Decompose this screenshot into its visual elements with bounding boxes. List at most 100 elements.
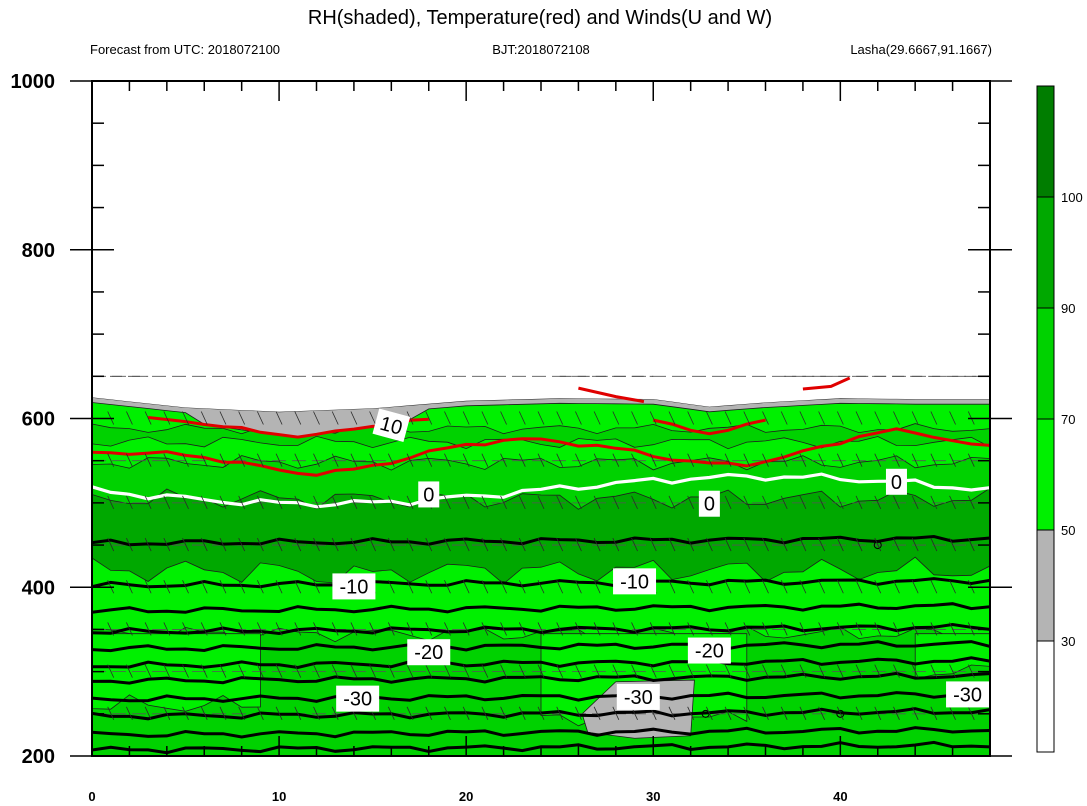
wind-barb xyxy=(481,580,489,594)
colorbar-label: 30 xyxy=(1061,634,1075,649)
wind-barb xyxy=(369,453,376,467)
colorbar-swatch xyxy=(1036,529,1055,642)
wind-barb xyxy=(949,537,956,552)
wind-barb xyxy=(462,664,470,678)
wind-barb xyxy=(257,411,264,425)
x-tick-label: 40 xyxy=(833,789,847,804)
wind-barb xyxy=(406,495,414,510)
wind-barb xyxy=(631,622,638,636)
wind-barb xyxy=(930,495,938,510)
wind-barb xyxy=(836,580,844,594)
wind-barb xyxy=(762,411,769,425)
wind-barb xyxy=(631,453,638,467)
wind-barb xyxy=(762,453,769,467)
wind-barb xyxy=(724,495,732,510)
isotherm-line xyxy=(92,622,990,636)
wind-barb xyxy=(126,622,133,636)
wind-barb xyxy=(500,622,507,636)
wind-barb xyxy=(949,664,956,678)
wind-barb xyxy=(668,495,676,510)
wind-barb xyxy=(275,537,283,552)
wind-barb xyxy=(575,495,582,510)
zero-isotherm xyxy=(92,472,990,509)
wind-barb xyxy=(462,580,470,594)
wind-barb xyxy=(313,664,320,678)
x-tick-label: 20 xyxy=(459,789,473,804)
contour-label: -10 xyxy=(332,573,376,600)
contour-label: -30 xyxy=(336,685,380,712)
wind-barb xyxy=(911,706,919,720)
wind-barb xyxy=(762,622,769,636)
wind-barb xyxy=(911,664,919,678)
wind-barb xyxy=(612,622,620,636)
wind-barb xyxy=(967,537,975,552)
wind-barb xyxy=(238,495,246,510)
wind-barb xyxy=(182,495,189,510)
contour-label-bg xyxy=(698,490,720,517)
wind-barb xyxy=(144,664,152,678)
wind-barb xyxy=(200,622,208,636)
wind-barb xyxy=(612,537,620,552)
wind-barb xyxy=(163,706,171,720)
wind-barb xyxy=(163,622,171,636)
colorbar-swatch xyxy=(1036,640,1055,753)
wind-barb xyxy=(874,580,882,594)
contour-label-bg xyxy=(885,468,907,495)
wind-barb xyxy=(949,580,956,594)
wind-barb xyxy=(649,453,657,467)
wind-barb xyxy=(743,580,751,594)
wind-barb xyxy=(462,453,470,467)
wind-barb xyxy=(182,411,189,425)
wind-barb xyxy=(855,495,863,510)
wind-barb xyxy=(331,664,339,678)
colorbar-swatch xyxy=(1036,418,1055,531)
wind-barb xyxy=(257,706,264,720)
wind-barb xyxy=(481,622,489,636)
wind-barb xyxy=(724,622,732,636)
wind-barb xyxy=(444,411,451,425)
wind-barb xyxy=(313,537,320,552)
wind-barb xyxy=(444,664,451,678)
wind-barb xyxy=(687,580,695,594)
wind-barb xyxy=(537,411,545,425)
wind-barb xyxy=(668,622,676,636)
wind-barb xyxy=(163,664,171,678)
wind-barb xyxy=(518,580,526,594)
wind-barb xyxy=(481,664,489,678)
calm-marker xyxy=(836,709,845,718)
wind-barb xyxy=(855,411,863,425)
wind-barb xyxy=(182,537,189,552)
wind-barb xyxy=(537,580,545,594)
wind-barb xyxy=(406,411,414,425)
wind-barb xyxy=(575,411,582,425)
wind-barb xyxy=(706,580,713,594)
wind-barb xyxy=(257,453,264,467)
wind-barb xyxy=(575,580,582,594)
wind-barb xyxy=(387,537,395,552)
wind-barb xyxy=(144,580,152,594)
wind-barb xyxy=(612,453,620,467)
wind-barb xyxy=(444,622,451,636)
wind-barb xyxy=(537,537,545,552)
wind-barb xyxy=(706,537,713,552)
isotherm-line xyxy=(92,689,990,703)
wind-barb xyxy=(350,411,358,425)
y-tick-label: 400 xyxy=(22,577,55,599)
wind-barb xyxy=(144,537,152,552)
wind-barb xyxy=(294,411,302,425)
wind-barb xyxy=(687,706,695,720)
contour-label: 0 xyxy=(698,490,720,517)
wind-barb xyxy=(855,453,863,467)
wind-barb xyxy=(163,495,171,510)
wind-barb xyxy=(462,622,470,636)
wind-barb xyxy=(762,495,769,510)
wind-barb xyxy=(780,411,788,425)
wind-barb xyxy=(313,580,320,594)
wind-barb xyxy=(706,453,713,467)
wind-barb xyxy=(649,537,657,552)
wind-barb xyxy=(724,664,732,678)
wind-barb xyxy=(238,706,246,720)
wind-barb xyxy=(556,664,564,678)
wind-barb xyxy=(238,664,246,678)
